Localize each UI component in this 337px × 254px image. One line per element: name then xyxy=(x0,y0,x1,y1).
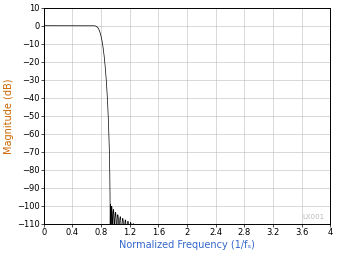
Y-axis label: Magnitude (dB): Magnitude (dB) xyxy=(4,78,14,153)
Text: LX001: LX001 xyxy=(302,214,325,219)
X-axis label: Normalized Frequency (1/fₛ): Normalized Frequency (1/fₛ) xyxy=(119,240,255,250)
